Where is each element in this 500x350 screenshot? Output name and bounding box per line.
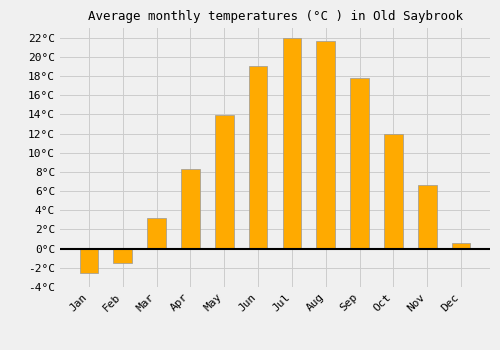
Bar <box>249 66 268 248</box>
Bar <box>282 37 301 248</box>
Bar <box>147 218 166 248</box>
Bar <box>384 133 403 248</box>
Bar <box>80 248 98 273</box>
Bar <box>114 248 132 263</box>
Bar <box>418 185 436 248</box>
Bar <box>181 169 200 248</box>
Bar <box>215 115 234 248</box>
Bar <box>316 41 335 248</box>
Bar <box>350 78 369 248</box>
Bar <box>452 243 470 248</box>
Title: Average monthly temperatures (°C ) in Old Saybrook: Average monthly temperatures (°C ) in Ol… <box>88 10 462 23</box>
